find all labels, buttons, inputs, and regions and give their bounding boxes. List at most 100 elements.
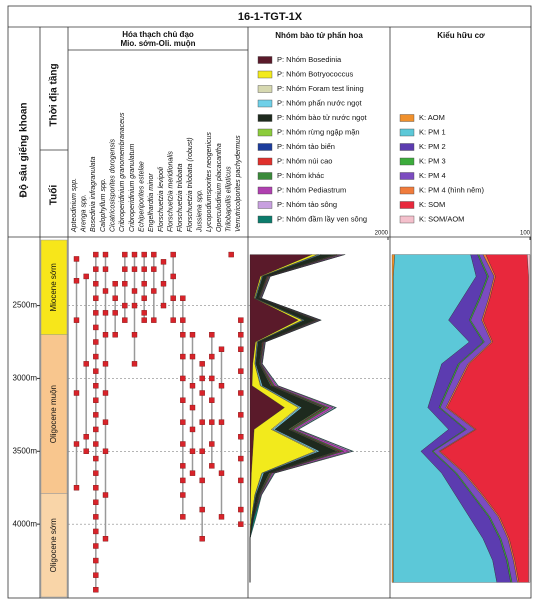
legend-label: P: Nhóm tảo sông — [277, 200, 337, 209]
sample — [151, 317, 157, 323]
sample — [151, 288, 157, 294]
frame — [7, 5, 532, 599]
sample — [170, 251, 176, 258]
sample — [199, 375, 205, 382]
legend-label: P: Nhóm Pediastrum — [277, 185, 346, 194]
sample — [189, 383, 196, 389]
legend-label: P: Nhóm Bosedinia — [277, 55, 342, 64]
y-tick-label: 2500m — [13, 301, 38, 310]
sample — [180, 441, 186, 447]
species-label: Cribroperidinium granulatum — [129, 144, 136, 232]
sample — [180, 317, 186, 323]
sample — [170, 317, 176, 323]
species-label: Cicatricosisporites dorogensis — [110, 139, 117, 232]
sample — [238, 506, 244, 513]
area — [249, 254, 354, 583]
sample — [189, 426, 196, 433]
sample — [122, 251, 128, 258]
sample — [73, 485, 80, 491]
sample — [122, 281, 128, 287]
legend-label: K: SOM/AOM — [419, 214, 464, 223]
strat-label: Oligocene muộn — [49, 385, 58, 443]
sample — [102, 419, 109, 425]
legend-label: P: Nhóm tảo biển — [277, 142, 335, 151]
legend-label: P: Nhóm đầm lầy ven sông — [277, 214, 367, 223]
species-label: Operculodinium placacantha — [216, 143, 223, 232]
chart-title: 16-1-TGT-1X — [238, 11, 303, 23]
sample — [238, 346, 244, 352]
species-label: Florschuetzia trilobata (robust) — [187, 137, 194, 232]
species-label: Florschuetzia levipoli — [158, 167, 165, 232]
sample — [170, 295, 176, 301]
sample — [93, 514, 99, 520]
sample — [112, 281, 118, 287]
sample — [83, 273, 89, 280]
legend-swatch — [399, 128, 415, 137]
sample — [209, 463, 215, 469]
sample — [102, 492, 109, 498]
sample — [180, 375, 186, 382]
sample — [199, 448, 205, 454]
sample — [131, 266, 138, 272]
sample — [160, 259, 167, 265]
sample — [209, 375, 215, 382]
sample — [238, 390, 244, 396]
sample — [199, 390, 205, 396]
sample — [218, 419, 225, 425]
sample — [122, 302, 128, 309]
legend-label: P: Nhóm núi cao — [277, 156, 332, 165]
sample — [83, 448, 89, 454]
sample — [238, 434, 244, 440]
sample — [199, 477, 205, 484]
species-label: Florschuetzia meridionalis — [168, 151, 175, 232]
strat-unit — [40, 239, 68, 335]
sample — [199, 419, 205, 425]
axis-label: Độ sâu giếng khoan — [18, 102, 30, 197]
sample — [180, 397, 186, 403]
sample — [218, 514, 225, 520]
legend-swatch — [399, 215, 415, 224]
legend-swatch — [257, 186, 273, 195]
strat-unit — [40, 334, 68, 494]
sample — [199, 361, 205, 367]
sample — [73, 441, 80, 447]
sample — [131, 332, 138, 338]
legend-swatch — [257, 85, 273, 93]
legend-swatch — [257, 172, 273, 180]
sample — [218, 383, 225, 389]
sample — [189, 404, 196, 411]
sample — [102, 251, 109, 258]
sample — [73, 390, 80, 396]
sample — [131, 302, 138, 309]
sample — [209, 332, 215, 338]
legend-label: K: PM 4 (hình nêm) — [419, 185, 485, 194]
sample — [93, 572, 99, 578]
legend-swatch — [399, 201, 415, 209]
legend-swatch — [257, 215, 273, 224]
sample — [93, 324, 99, 331]
sample — [238, 521, 244, 527]
legend-swatch — [257, 114, 273, 122]
sample — [93, 295, 99, 301]
sample — [122, 317, 128, 323]
sample — [93, 543, 99, 549]
sample — [151, 251, 157, 258]
sample — [131, 251, 138, 258]
species-label: Verrutricolporites pachydermus — [235, 135, 242, 232]
legend-swatch — [257, 157, 273, 166]
species-label: Trilobapollis ellipticus — [226, 166, 233, 232]
strat-label: Oligocene sớm — [49, 518, 58, 572]
species-label: Engelhardtia minor — [148, 173, 155, 232]
sample — [102, 310, 109, 316]
species-label: Jussiena spp. — [197, 189, 204, 233]
sample — [93, 557, 99, 564]
legend-label: P: Nhóm bào tử nước ngọt — [277, 113, 368, 122]
sample — [151, 266, 157, 272]
sample — [93, 383, 99, 389]
species-label: Lycopodiumsporites neogenicus — [206, 132, 213, 232]
sample — [141, 317, 147, 323]
legend-swatch — [257, 201, 273, 209]
sample — [93, 339, 99, 345]
sample — [209, 353, 215, 360]
